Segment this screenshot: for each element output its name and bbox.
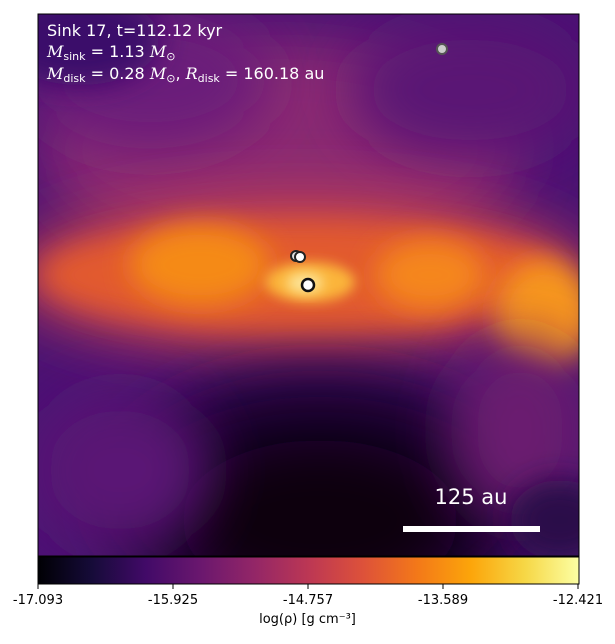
sink-marker [436, 43, 448, 55]
sink-marker [294, 251, 306, 263]
scale-bar [403, 526, 540, 532]
colorbar-tick-label: -17.093 [13, 593, 63, 608]
colorbar-tick-label: -15.925 [148, 593, 198, 608]
density-map [38, 14, 579, 556]
colorbar-tick-label: -13.589 [418, 593, 468, 608]
image-frame [37, 13, 580, 557]
sink-marker [300, 277, 316, 293]
sink-mass-label: Msink = 1.13 M⊙ [47, 42, 176, 63]
colorbar-ticks [37, 584, 579, 589]
disk-label: Mdisk = 0.28 M⊙, Rdisk = 160.18 au [47, 64, 325, 85]
colorbar-tick-label: -14.757 [283, 593, 333, 608]
sink-particles [290, 43, 448, 293]
disk-mass-value: 0.28 [109, 64, 145, 83]
colorbar-tick-label: -12.421 [553, 593, 603, 608]
scale-bar-label: 125 au [435, 485, 508, 509]
sink-mass-value: 1.13 [109, 42, 145, 61]
disk-radius-value: 160.18 au [243, 64, 325, 83]
colorbar-label: log(ρ) [g cm⁻³] [259, 612, 356, 627]
panel-title: Sink 17, t=112.12 kyr [47, 21, 223, 40]
colorbar [37, 556, 580, 585]
